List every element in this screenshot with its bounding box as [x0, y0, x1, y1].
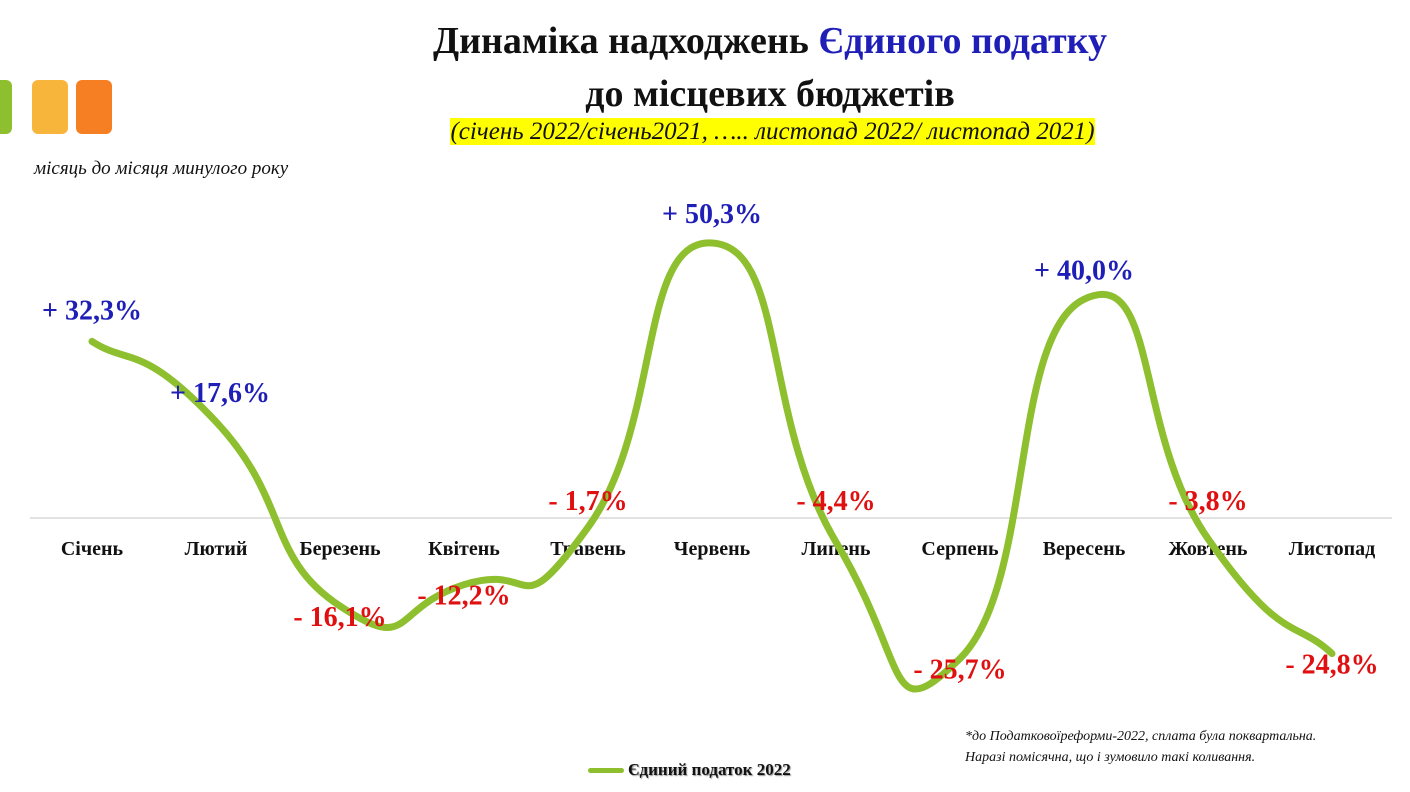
footnote-line1: *до Податковоїреформи-2022, сплата була … [965, 729, 1317, 744]
category-label: Квітень [428, 538, 500, 560]
decor-orange-block [76, 80, 112, 134]
data-label: - 16,1% [293, 602, 386, 633]
decor-yellow-block [32, 80, 68, 134]
subtitle-wrap: (січень 2022/січень2021, ….. листопад 20… [0, 118, 1410, 146]
decor-green-block [0, 80, 12, 134]
category-labels: Січень Лютий Березень Квітень Травень Червень… [61, 538, 1375, 560]
title-part1: Динаміка надходжень [432, 20, 819, 62]
data-label: + 40,0% [1034, 255, 1134, 286]
category-label: Жовтень [1169, 538, 1248, 560]
category-label: Вересень [1043, 538, 1126, 560]
note-left: місяць до місяця минулого року [34, 158, 289, 179]
data-label: + 32,3% [42, 295, 142, 326]
series-line [88, 239, 1336, 693]
footnote: *до Податковоїреформи-2022, сплата була … [965, 726, 1316, 768]
legend-swatch [588, 767, 624, 773]
subtitle: (січень 2022/січень2021, ….. листопад 20… [450, 118, 1095, 145]
legend-label: Єдиний податок 2022 [628, 760, 791, 779]
category-label: Листопад [1289, 538, 1376, 560]
category-label: Червень [674, 538, 751, 560]
footnote-line2: Наразі помісячна, що і зумовило такі кол… [965, 750, 1256, 765]
data-label: - 4,4% [796, 486, 875, 517]
subtitle-text: (січень 2022/січень2021, ….. листопад 20… [450, 118, 1095, 145]
data-label: + 50,3% [662, 199, 762, 230]
data-label: - 12,2% [417, 581, 510, 612]
category-label: Лютий [185, 538, 248, 560]
data-label: - 24,8% [1285, 650, 1378, 681]
category-label: Березень [299, 538, 381, 560]
data-labels: + 32,3% + 17,6% - 16,1% - 12,2% - 1,7% + 50,3… [42, 199, 1379, 686]
category-label: Січень [61, 538, 124, 560]
data-label: + 17,6% [170, 378, 270, 409]
data-label: - 1,7% [548, 486, 627, 517]
data-label: - 25,7% [913, 655, 1006, 686]
legend: Єдиний податок 2022 [588, 760, 791, 780]
category-label: Серпень [921, 538, 999, 560]
title-accent: Єдиного податку [818, 20, 1108, 62]
chart-title: Динаміка надходжень Єдиного податку [0, 18, 1410, 64]
chart-title-line2: до місцевих бюджетів [585, 73, 955, 115]
data-label: - 3,8% [1168, 486, 1247, 517]
